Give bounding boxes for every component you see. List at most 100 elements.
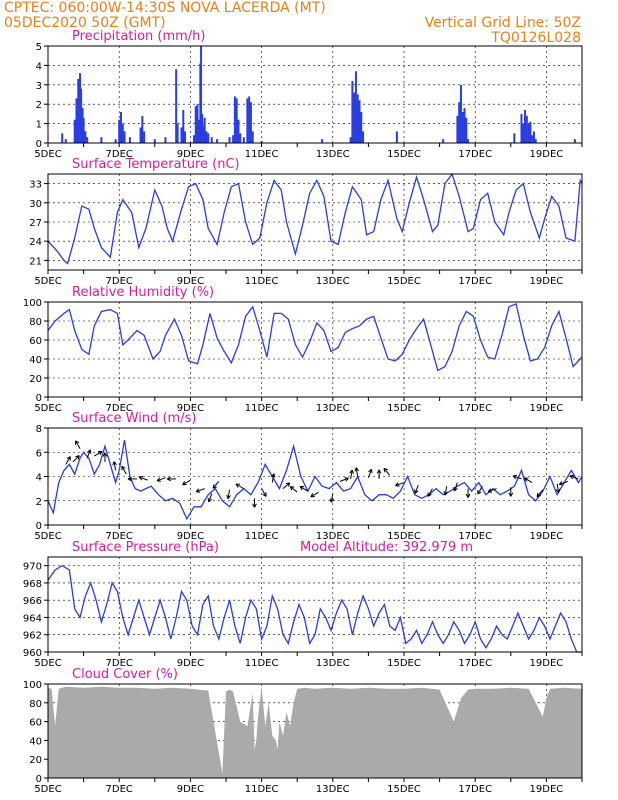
precip-bar [84,131,87,143]
precip-bar [233,96,236,143]
precip-bar [100,137,103,143]
wind-arrow-head [444,491,449,496]
wind-arrow-shaft [444,486,448,496]
precip-bar [522,123,525,143]
wind-arrow-head [86,449,91,453]
wind-arrow-shaft [569,475,579,480]
pres-ytick-label: 968 [23,579,42,590]
cloud-ytick-label: 40 [29,736,42,747]
wind-arrow-head [558,488,561,493]
wind-arrow-head [569,474,575,477]
precip-bar [143,131,146,143]
wind-arrow-head [207,497,210,503]
precip-bar [235,98,238,143]
wind-arrow [212,481,220,489]
wind-arrow-shaft [310,491,319,498]
wind-arrow-head [467,493,471,498]
precip-xtick-label: 11DEC [245,149,279,160]
cloud-xtick-label: 11DEC [245,784,279,795]
wind-arrow-head [287,482,291,487]
grid-line-note: Vertical Grid Line: 50Z [424,15,581,31]
wind-arrow-shaft [65,456,71,465]
precip-bar [200,46,203,143]
wind-arrow-head [102,452,106,457]
precip-title: Precipitation (mm/h) [72,29,205,44]
wind-arrow-head [558,481,563,485]
precip-bar [86,137,89,143]
wind-arrow-head [512,475,517,480]
precip-bar [81,108,84,143]
precip-ytick-label: 2 [36,100,42,111]
precip-bar [194,106,197,143]
wind-arrow [376,469,382,479]
wind-arrow [102,452,108,462]
wind-arrow [127,476,137,482]
wind-arrow [465,488,471,498]
wind-arrow-head [383,467,388,471]
temp-ytick-label: 33 [29,180,42,191]
wind-arrow-head [329,498,332,503]
rh-xtick-label: 15DEC [387,403,421,414]
wind-xtick-label: 17DEC [458,531,492,542]
wind-arrow-shaft [355,467,359,477]
precip-bar [203,117,206,143]
temp-xtick-label: 7DEC [106,276,133,287]
wind-arrow-head [345,477,349,482]
precip-xtick-label: 7DEC [106,149,133,160]
precip-bar [463,108,466,143]
rh-xtick-label: 9DEC [177,403,204,414]
wind-arrow [310,491,319,498]
precip-bar [442,139,445,143]
precip-bar [458,102,461,143]
precip-ytick-label: 1 [36,120,42,131]
pres-frame [47,556,583,653]
pres-xtick-label: 5DEC [34,658,61,669]
precip-bar [520,113,523,143]
cloud-xtick-label: 5DEC [34,784,61,795]
wind-arrow [487,488,497,493]
precip-bar [260,141,263,143]
wind-arrow [138,475,148,481]
precip-ytick-label: 0 [36,139,42,150]
pres-xtick-label: 15DEC [387,658,421,669]
pres-xtick-label: 7DEC [106,658,133,669]
precip-bar [77,78,80,143]
wind-arrow-head [477,491,482,495]
wind-arrow [443,486,449,496]
wind-arrow-head [395,482,399,486]
wind-xtick-label: 19DEC [530,531,564,542]
rh-xtick-label: 19DEC [530,403,564,414]
wind-arrow-head [262,493,267,497]
wind-arrow [427,488,433,497]
wind-arrow [226,489,231,500]
temp-ytick-label: 30 [29,199,42,210]
precip-bar [321,139,324,143]
wind-arrow [112,461,117,471]
cloud-ytick-label: 80 [29,699,42,710]
wind-arrow-head [252,503,255,508]
precip-bar [461,111,464,143]
wind-arrow-shaft [86,449,91,459]
cloud-xtick-label: 9DEC [177,784,204,795]
wind-arrow [166,476,177,482]
rh-frame [47,301,583,398]
precip-bar [139,127,142,143]
wind-arrow-shaft [113,461,117,471]
wind-arrow [555,483,561,493]
wind-arrow-head [559,483,564,486]
wind-arrow-head [235,483,239,488]
precip-bar [73,119,76,143]
wind-ytick-label: 4 [36,473,42,484]
wind-arrow-head [376,469,380,474]
wind-arrow-head [75,440,80,444]
precip-bar [534,139,537,143]
rh-ytick-label: 80 [29,317,42,328]
wind-arrow [65,456,71,465]
precip-ytick-label: 4 [36,61,42,72]
pres-line [47,564,582,653]
precip-bar [61,133,64,143]
wind-arrow-head [121,465,126,469]
precip-bar [182,110,185,143]
temp-panel: Surface Temperature (nC) 21 24 27 30 33 5DEC 7D… [29,157,583,287]
wind-arrow-head [195,488,200,493]
